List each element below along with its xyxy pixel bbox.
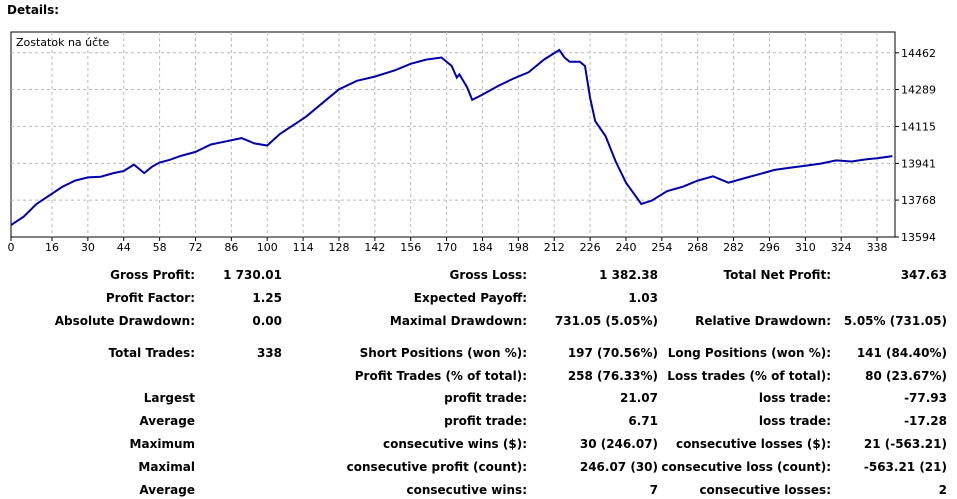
x-tick-label: 44 — [117, 241, 131, 254]
y-tick-label: 14462 — [901, 47, 936, 60]
largest-loss-value: -77.93 — [904, 391, 947, 405]
largest-loss-label: loss trade: — [758, 391, 831, 405]
x-tick-label: 114 — [293, 241, 314, 254]
maximal-profit-value: 246.07 (30) — [579, 460, 658, 474]
x-tick-label: 338 — [867, 241, 888, 254]
average-profit-label: profit trade: — [444, 414, 527, 428]
y-tick-label: 13768 — [901, 194, 936, 207]
expected-payoff-value: 1.03 — [628, 291, 658, 305]
total-net-profit-value: 347.63 — [900, 268, 947, 282]
x-tick-label: 86 — [224, 241, 238, 254]
gross-loss-value: 1 382.38 — [599, 268, 658, 282]
maximum-profit-value: 30 (246.07) — [579, 437, 658, 451]
maximal-profit-label: consecutive profit (count): — [346, 460, 527, 474]
maximum-profit-label: consecutive wins ($): — [382, 437, 527, 451]
x-tick-label: 0 — [8, 241, 15, 254]
average-loss-label: loss trade: — [758, 414, 831, 428]
x-tick-label: 156 — [400, 241, 421, 254]
profit-factor-value: 1.25 — [252, 291, 282, 305]
relative-drawdown-value: 5.05% (731.05) — [843, 314, 947, 328]
x-tick-label: 128 — [328, 241, 349, 254]
y-tick-label: 13941 — [901, 157, 936, 170]
x-tick-label: 254 — [651, 241, 672, 254]
average-consec-loss-label: consecutive losses: — [699, 483, 831, 497]
average-consec-profit-label: consecutive wins: — [406, 483, 527, 497]
short-positions-value: 197 (70.56%) — [567, 346, 658, 360]
x-tick-label: 170 — [436, 241, 457, 254]
x-tick-label: 30 — [81, 241, 95, 254]
x-tick-label: 16 — [45, 241, 59, 254]
x-tick-label: 100 — [257, 241, 278, 254]
x-tick-label: 324 — [831, 241, 852, 254]
profit-factor-label: Profit Factor: — [105, 291, 195, 305]
x-tick-label: 226 — [580, 241, 601, 254]
y-axis: 13594 13768 13941 14115 14289 14462 — [895, 47, 936, 244]
maximal-drawdown-value: 731.05 (5.05%) — [554, 314, 658, 328]
x-tick-label: 72 — [188, 241, 202, 254]
total-trades-label: Total Trades: — [108, 346, 195, 360]
absolute-drawdown-value: 0.00 — [252, 314, 282, 328]
average-consec-profit-value: 7 — [649, 483, 658, 497]
maximal-loss-label: consecutive loss (count): — [661, 460, 831, 474]
y-tick-label: 14115 — [901, 120, 936, 133]
x-tick-label: 212 — [544, 241, 565, 254]
gross-profit-label: Gross Profit: — [110, 268, 195, 282]
x-tick-label: 198 — [508, 241, 529, 254]
x-tick-label: 240 — [615, 241, 636, 254]
maximum-loss-value: 21 (-563.21) — [863, 437, 947, 451]
y-tick-label: 14289 — [901, 84, 936, 97]
largest-label: Largest — [143, 391, 195, 405]
profit-trades-value: 258 (76.33%) — [567, 369, 658, 383]
x-tick-label: 296 — [759, 241, 780, 254]
average-label: Average — [139, 414, 195, 428]
absolute-drawdown-label: Absolute Drawdown: — [54, 314, 195, 328]
short-positions-label: Short Positions (won %): — [359, 346, 527, 360]
details-heading: Details: — [7, 3, 60, 17]
x-tick-label: 310 — [795, 241, 816, 254]
maximal-loss-value: -563.21 (21) — [863, 460, 947, 474]
long-positions-label: Long Positions (won %): — [667, 346, 831, 360]
chart-plot-area — [10, 31, 896, 238]
chart-title: Zostatok na účte — [16, 36, 110, 49]
gross-profit-value: 1 730.01 — [223, 268, 282, 282]
long-positions-value: 141 (84.40%) — [856, 346, 947, 360]
balance-line — [10, 48, 893, 226]
chart-grid — [11, 32, 895, 237]
maximal-label: Maximal — [138, 460, 195, 474]
x-axis: 0 16 30 44 58 72 86 100 114 128 142 156 170 184 198 212… — [8, 237, 888, 254]
total-trades-value: 338 — [256, 346, 282, 360]
profit-trades-label: Profit Trades (% of total): — [354, 369, 527, 383]
average-profit-value: 6.71 — [628, 414, 658, 428]
gross-loss-label: Gross Loss: — [449, 268, 527, 282]
maximal-drawdown-label: Maximal Drawdown: — [389, 314, 527, 328]
balance-chart: 13594 13768 13941 14115 14289 14462 0 16 30 44 58… — [8, 31, 936, 254]
x-tick-label: 142 — [364, 241, 385, 254]
x-tick-label: 184 — [472, 241, 493, 254]
y-tick-label: 13594 — [901, 231, 936, 244]
expected-payoff-label: Expected Payoff: — [413, 291, 527, 305]
maximum-label: Maximum — [129, 437, 195, 451]
x-tick-label: 58 — [153, 241, 167, 254]
average-loss-value: -17.28 — [904, 414, 947, 428]
average-consec-loss-value: 2 — [938, 483, 947, 497]
largest-profit-value: 21.07 — [620, 391, 658, 405]
loss-trades-value: 80 (23.67%) — [865, 369, 947, 383]
maximum-loss-label: consecutive losses ($): — [675, 437, 831, 451]
relative-drawdown-label: Relative Drawdown: — [695, 314, 831, 328]
largest-profit-label: profit trade: — [444, 391, 527, 405]
average-consec-label: Average — [139, 483, 195, 497]
total-net-profit-label: Total Net Profit: — [723, 268, 831, 282]
loss-trades-label: Loss trades (% of total): — [667, 369, 831, 383]
x-tick-label: 268 — [687, 241, 708, 254]
x-tick-label: 282 — [723, 241, 744, 254]
